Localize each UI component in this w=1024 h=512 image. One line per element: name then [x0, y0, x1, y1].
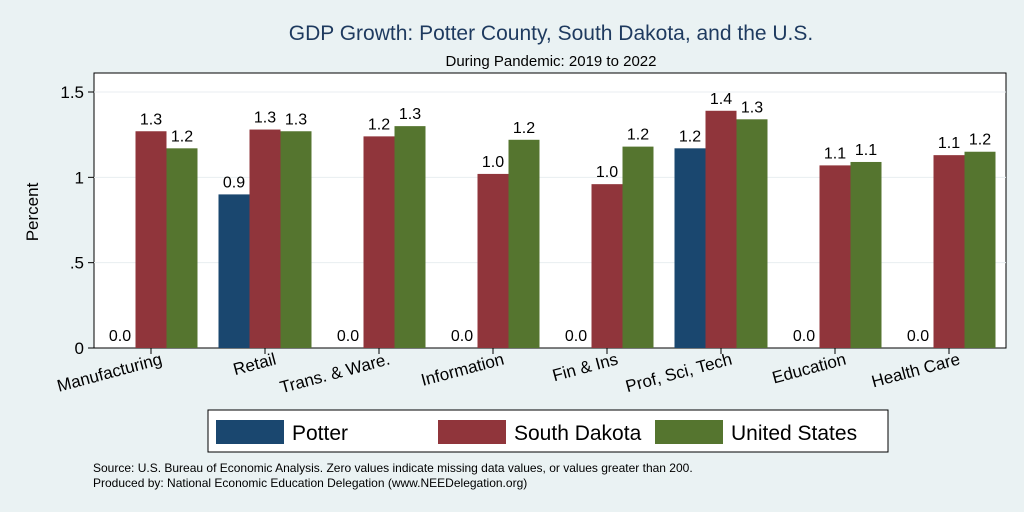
x-tick-label: Prof, Sci, Tech — [624, 350, 734, 397]
bar-united-states — [964, 151, 996, 348]
value-label: 1.4 — [710, 91, 732, 108]
x-tick-label: Retail — [231, 350, 278, 380]
bars — [135, 110, 996, 348]
bar-south-dakota — [135, 131, 167, 348]
value-label: 1.1 — [855, 142, 877, 159]
bar-united-states — [280, 131, 312, 348]
y-tick-label: 1.5 — [60, 83, 84, 102]
chart-subtitle: During Pandemic: 2019 to 2022 — [446, 53, 657, 70]
legend-swatch — [655, 420, 723, 444]
value-label: 1.3 — [285, 111, 307, 128]
value-label: 0.0 — [793, 328, 815, 345]
value-label: 1.2 — [679, 128, 701, 145]
value-label: 0.0 — [451, 328, 473, 345]
legend — [207, 409, 889, 453]
bar-united-states — [736, 119, 768, 348]
bar-united-states — [166, 148, 198, 348]
x-tick-label: Trans. & Ware. — [278, 350, 392, 398]
x-tick-label: Manufacturing — [55, 350, 164, 396]
legend-label: South Dakota — [514, 422, 642, 445]
x-tick-label: Fin & Ins — [550, 350, 620, 386]
value-label: 0.9 — [223, 174, 245, 191]
bar-potter — [218, 194, 250, 348]
value-label: 1.3 — [140, 111, 162, 128]
value-label: 1.2 — [171, 128, 193, 145]
source-note: Source: U.S. Bureau of Economic Analysis… — [93, 461, 693, 475]
value-label: 0.0 — [907, 328, 929, 345]
bar-south-dakota — [705, 110, 737, 348]
bar-south-dakota — [933, 155, 965, 348]
bar-united-states — [622, 146, 654, 348]
bar-potter — [674, 148, 706, 348]
legend-label: United States — [731, 422, 857, 445]
value-label: 1.3 — [741, 99, 763, 116]
value-label: 1.0 — [482, 154, 504, 171]
chart-title: GDP Growth: Potter County, South Dakota,… — [289, 22, 814, 45]
legend-swatch — [438, 420, 506, 444]
bar-united-states — [508, 139, 540, 348]
value-label: 1.1 — [824, 145, 846, 162]
value-label: 1.0 — [596, 164, 618, 181]
y-tick-label: .5 — [70, 254, 84, 273]
legend-label: Potter — [292, 422, 348, 445]
x-axis: Manufacturing Retail Trans. & Ware. Informa… — [55, 348, 962, 397]
value-label: 0.0 — [337, 328, 359, 345]
value-label: 0.0 — [109, 328, 131, 345]
bar-south-dakota — [591, 184, 623, 348]
bar-south-dakota — [249, 129, 281, 348]
bar-south-dakota — [363, 136, 395, 348]
bar-united-states — [850, 161, 882, 348]
y-tick-label: 0 — [75, 339, 84, 358]
y-axis: 0 .5 1 1.5 — [60, 83, 94, 358]
bar-united-states — [394, 126, 426, 348]
legend-swatch — [216, 420, 284, 444]
x-tick-label: Information — [419, 350, 506, 390]
value-label: 1.3 — [254, 110, 276, 127]
value-label: 1.2 — [627, 127, 649, 144]
y-axis-label: Percent — [23, 182, 42, 241]
value-label: 1.2 — [969, 132, 991, 149]
value-label: 1.2 — [368, 116, 390, 133]
bar-south-dakota — [477, 173, 509, 348]
value-label: 1.3 — [399, 106, 421, 123]
x-tick-label: Health Care — [869, 350, 962, 392]
value-label: 0.0 — [565, 328, 587, 345]
x-tick-label: Education — [770, 350, 848, 388]
value-label: 1.2 — [513, 120, 535, 137]
value-labels: 0.0 1.3 1.2 0.9 1.3 1.3 0.0 1.2 1.3 0.0 1.0 1.2 0.0 1… — [109, 91, 991, 345]
legend-items: Potter South Dakota United States — [216, 420, 857, 445]
y-tick-label: 1 — [75, 168, 84, 187]
bar-south-dakota — [819, 165, 851, 348]
produced-by-note: Produced by: National Economic Education… — [93, 476, 527, 490]
value-label: 1.1 — [938, 135, 960, 152]
